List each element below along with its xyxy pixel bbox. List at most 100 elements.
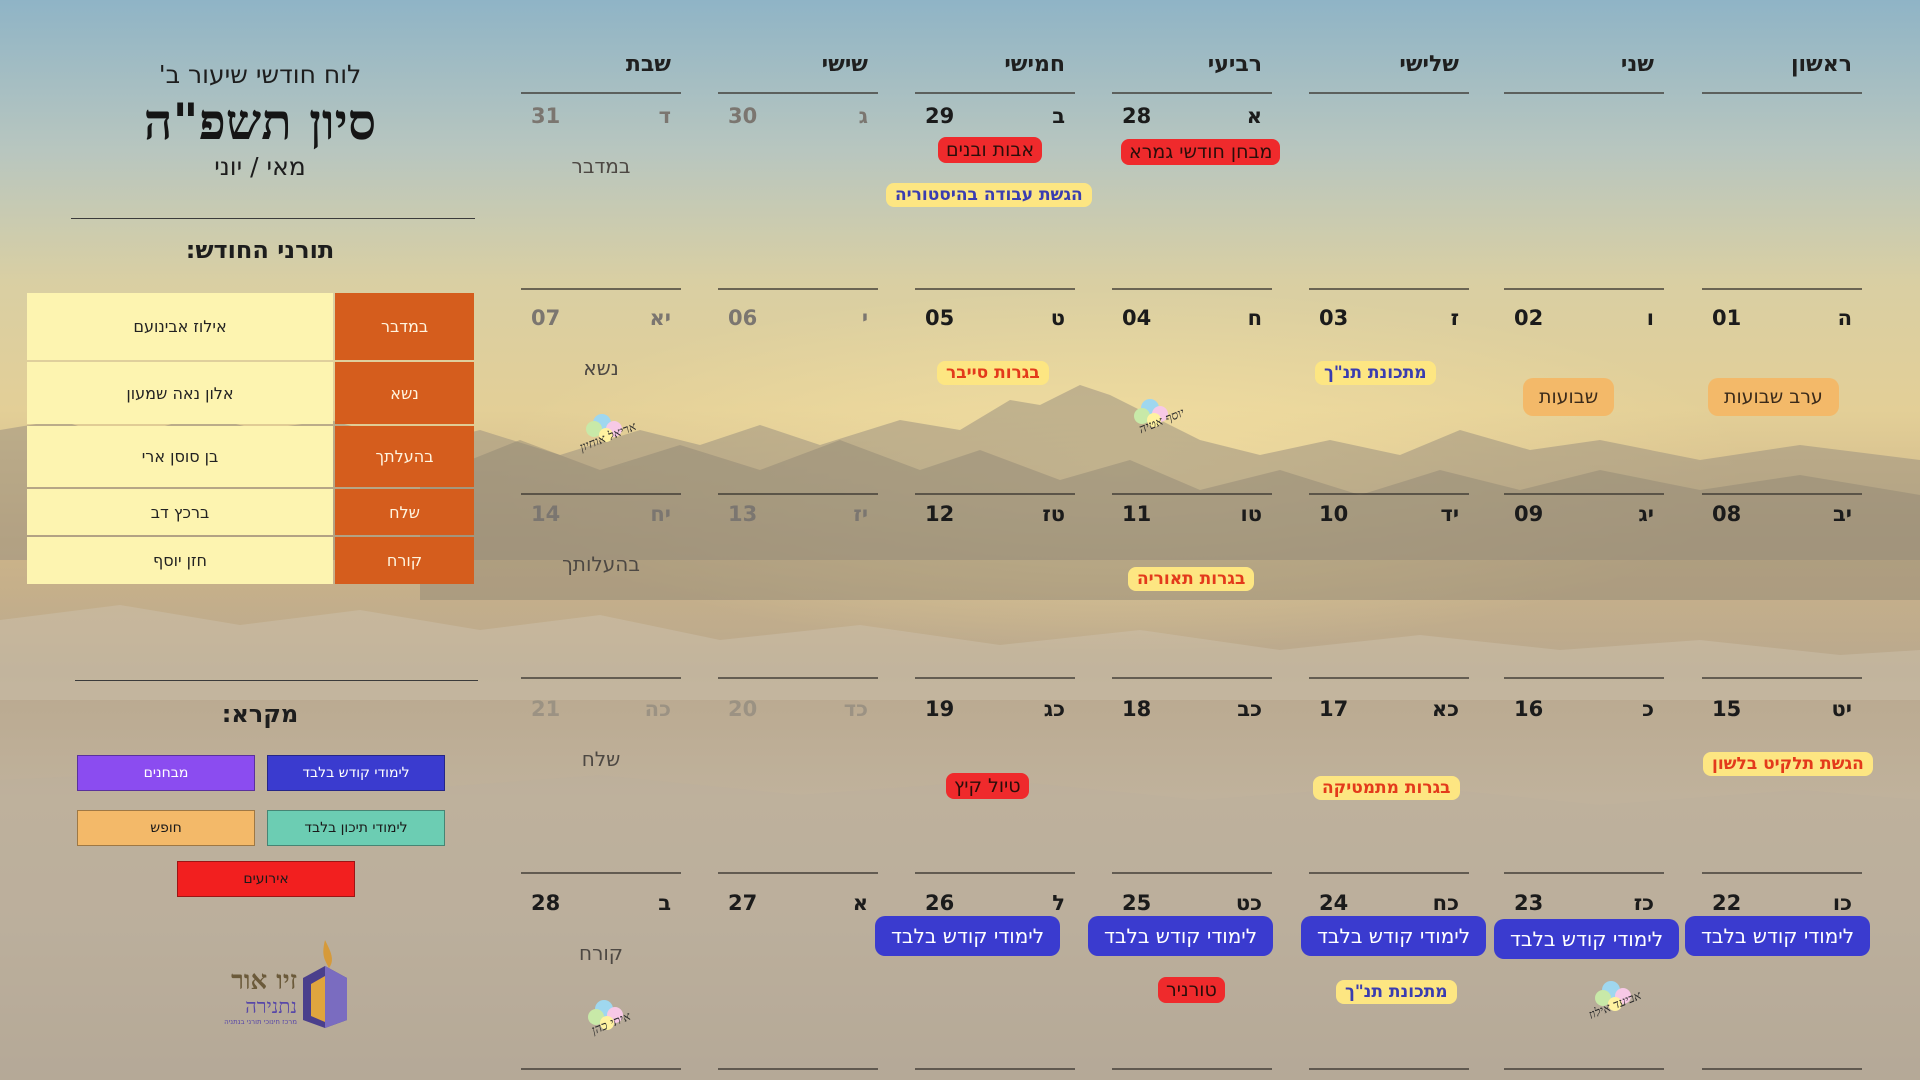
- weekday-header: שבת: [625, 52, 671, 77]
- legend-exams: מבחנים: [77, 755, 255, 791]
- event-shavuot[interactable]: שבועות: [1523, 378, 1615, 416]
- event-theory-exam[interactable]: בגרות תאוריה: [1128, 567, 1255, 591]
- logo-tagline: מרכז חינוכי תורני בנתניה: [224, 1018, 297, 1026]
- row-divider: [1309, 288, 1469, 290]
- row-divider: [1309, 1068, 1469, 1070]
- row-divider: [718, 872, 878, 874]
- event-tournament[interactable]: טורניר: [1158, 977, 1225, 1003]
- row-divider: [1309, 677, 1469, 679]
- flame-icon: [303, 940, 347, 1028]
- logo-sub-text: נתנירה: [245, 994, 297, 1018]
- duty-student-name: בן סוסן ארי: [27, 426, 333, 487]
- event-summer-trip[interactable]: טיול קיץ: [946, 773, 1029, 799]
- duty-row: נשא אלון נאה שמעון: [27, 362, 474, 424]
- event-math-exam[interactable]: בגרות מתמטיקה: [1313, 776, 1460, 800]
- hebrew-day-letter: יז: [853, 502, 868, 526]
- weekday-header: שישי: [821, 52, 868, 77]
- duty-portion: במדבר: [335, 293, 474, 360]
- school-logo: זיו אור נתנירה מרכז חינוכי תורני בנתניה: [185, 938, 355, 1028]
- row-divider: [521, 493, 681, 495]
- gregorian-day-number: 23: [1514, 891, 1544, 915]
- row-divider: [521, 92, 681, 94]
- gregorian-day-number: 16: [1514, 697, 1544, 721]
- gregorian-day-number: 07: [531, 306, 561, 330]
- hebrew-day-letter: כט: [1235, 891, 1262, 915]
- row-divider: [1112, 872, 1272, 874]
- gregorian-day-number: 31: [531, 104, 561, 128]
- event-kodesh-only[interactable]: לימודי קודש בלבד: [1301, 916, 1487, 956]
- row-divider: [1309, 92, 1469, 94]
- gregorian-day-number: 04: [1122, 306, 1152, 330]
- event-kodesh-only[interactable]: לימודי קודש בלבד: [1088, 916, 1274, 956]
- hebrew-day-letter: יב: [1833, 502, 1852, 526]
- row-divider: [1112, 677, 1272, 679]
- event-kodesh-only[interactable]: לימודי קודש בלבד: [1685, 916, 1871, 956]
- event-erev-shavuot[interactable]: ערב שבועות: [1708, 378, 1839, 416]
- weekday-header: שני: [1620, 52, 1654, 77]
- weekly-parasha: נשא: [583, 356, 619, 380]
- hebrew-day-letter: א: [1246, 104, 1262, 128]
- legend-label: חופש: [150, 820, 182, 836]
- birthday-balloon: אריאל אוחיון: [570, 405, 638, 471]
- hebrew-day-letter: כא: [1431, 697, 1459, 721]
- legend-heading: מקרא:: [221, 700, 299, 728]
- event-kodesh-only[interactable]: לימודי קודש בלבד: [875, 916, 1061, 956]
- logo-main-text: זיו אור: [231, 966, 297, 996]
- duty-portion: קורח: [335, 537, 474, 584]
- event-tanach-mock-exam[interactable]: מתכונת תנ"ך: [1315, 361, 1436, 385]
- hebrew-day-letter: כד: [843, 697, 868, 721]
- duty-student-name: חזן יוסף: [27, 537, 333, 584]
- gregorian-day-number: 01: [1712, 306, 1742, 330]
- gregorian-day-number: 03: [1319, 306, 1349, 330]
- row-divider: [718, 288, 878, 290]
- row-divider: [1309, 872, 1469, 874]
- event-kodesh-only[interactable]: לימודי קודש בלבד: [1494, 919, 1680, 959]
- legend-events: אירועים: [177, 861, 355, 897]
- legend-vacation: חופש: [77, 810, 255, 846]
- weekday-header: חמישי: [1004, 52, 1065, 77]
- hebrew-day-letter: ו: [1646, 306, 1654, 330]
- event-monthly-gemara-exam[interactable]: מבחן חודשי גמרא: [1121, 139, 1281, 165]
- row-divider: [1702, 288, 1862, 290]
- birthday-balloon: איתי כהן: [574, 993, 634, 1059]
- gregorian-day-number: 10: [1319, 502, 1349, 526]
- duty-heading: תורני החודש:: [185, 236, 335, 264]
- event-avot-ubanim[interactable]: אבות ובנים: [938, 137, 1043, 163]
- gregorian-day-number: 14: [531, 502, 561, 526]
- row-divider: [1112, 288, 1272, 290]
- hebrew-day-letter: ב: [658, 891, 671, 915]
- weekly-parasha: קורח: [579, 941, 623, 965]
- hebrew-day-letter: טז: [1042, 502, 1065, 526]
- row-divider: [915, 677, 1075, 679]
- subtitle: לוח חודשי שיעור ב': [158, 60, 362, 89]
- event-cyber-exam[interactable]: בגרות סייבר: [937, 361, 1049, 385]
- weekly-parasha: במדבר: [571, 154, 631, 178]
- gregorian-day-number: 02: [1514, 306, 1544, 330]
- row-divider: [1504, 288, 1664, 290]
- gregorian-day-number: 17: [1319, 697, 1349, 721]
- page-title: סיון תשפ"ה: [143, 92, 377, 151]
- gregorian-day-number: 15: [1712, 697, 1742, 721]
- duty-row: בהעלתך בן סוסן ארי: [27, 426, 474, 487]
- hebrew-day-letter: כה: [644, 697, 671, 721]
- legend-label: לימודי קודש בלבד: [302, 765, 410, 781]
- balloons-icon: [588, 1000, 623, 1030]
- row-divider: [1702, 493, 1862, 495]
- row-divider: [1112, 92, 1272, 94]
- legend-kodesh-only: לימודי קודש בלבד: [267, 755, 445, 791]
- gregorian-day-number: 06: [728, 306, 758, 330]
- duty-portion: בהעלתך: [335, 426, 474, 487]
- hebrew-day-letter: כח: [1432, 891, 1459, 915]
- event-lashon-submission[interactable]: הגשת תלקיט בלשון: [1703, 752, 1873, 776]
- legend-label: לימודי תיכון בלבד: [304, 820, 408, 836]
- hebrew-day-letter: כו: [1832, 891, 1852, 915]
- hebrew-day-letter: יח: [650, 502, 671, 526]
- hebrew-day-letter: כב: [1237, 697, 1262, 721]
- hebrew-day-letter: ח: [1247, 306, 1262, 330]
- event-tanach-mock-exam[interactable]: מתכונת תנ"ך: [1336, 980, 1457, 1004]
- gregorian-day-number: 28: [1122, 104, 1152, 128]
- gregorian-day-number: 11: [1122, 502, 1152, 526]
- event-history-submission[interactable]: הגשת עבודה בהיסטוריה: [886, 183, 1092, 207]
- gregorian-day-number: 19: [925, 697, 955, 721]
- hebrew-day-letter: יא: [649, 306, 671, 330]
